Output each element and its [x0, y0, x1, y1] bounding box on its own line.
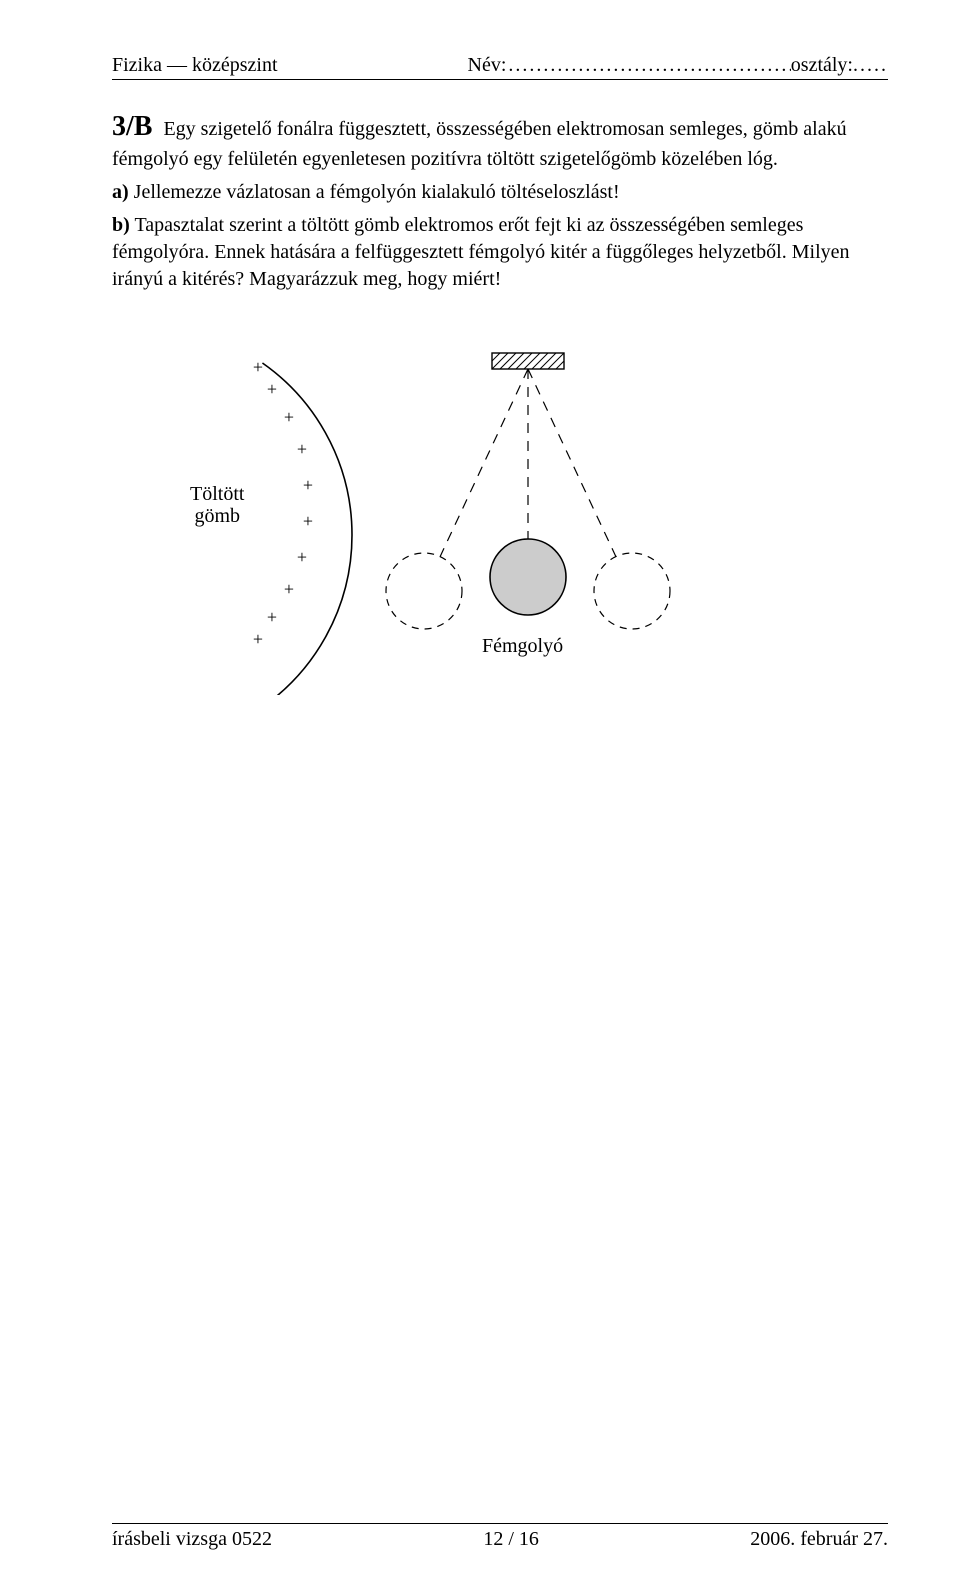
- figure-svg: ++++++++++: [182, 335, 742, 695]
- figure: ++++++++++ Töltöttgömb Fémgolyó: [182, 335, 742, 715]
- svg-text:+: +: [284, 407, 294, 427]
- label-metal-ball: Fémgolyó: [482, 635, 563, 657]
- question-part-a: a) Jellemezze vázlatosan a fémgolyón kia…: [112, 179, 888, 206]
- svg-text:+: +: [267, 379, 277, 399]
- question-intro-line: 3/B Egy szigetelő fonálra függesztett, ö…: [112, 108, 888, 173]
- part-a-label: a): [112, 181, 129, 203]
- footer-row: írásbeli vizsga 0522 12 / 16 2006. febru…: [112, 1528, 888, 1551]
- part-b-text: Tapasztalat szerint a töltött gömb elekt…: [112, 214, 850, 290]
- question-number: 3/B: [112, 111, 152, 142]
- question-intro: Egy szigetelő fonálra függesztett, össze…: [112, 118, 847, 170]
- footer-rule: [112, 1523, 888, 1524]
- header-class-label: osztály:: [791, 54, 853, 77]
- page-footer: írásbeli vizsga 0522 12 / 16 2006. febru…: [112, 1523, 888, 1551]
- svg-text:+: +: [267, 607, 277, 627]
- footer-right: 2006. február 27.: [750, 1528, 888, 1551]
- svg-text:+: +: [284, 579, 294, 599]
- footer-center: 12 / 16: [483, 1528, 539, 1551]
- label-charged-sphere: Töltöttgömb: [190, 483, 244, 527]
- question-block: 3/B Egy szigetelő fonálra függesztett, ö…: [112, 108, 888, 293]
- svg-text:+: +: [297, 439, 307, 459]
- page-header: Fizika — középszint Név: ...............…: [112, 54, 888, 77]
- header-name-dots: ........................................…: [506, 54, 790, 77]
- part-b-label: b): [112, 214, 130, 236]
- header-rule: [112, 79, 888, 80]
- svg-text:+: +: [303, 511, 313, 531]
- header-subject: Fizika — középszint: [112, 54, 278, 77]
- question-part-b: b) Tapasztalat szerint a töltött gömb el…: [112, 212, 888, 293]
- svg-text:+: +: [253, 357, 263, 377]
- part-a-text: Jellemezze vázlatosan a fémgolyón kialak…: [134, 181, 620, 203]
- header-class-dots: .....: [853, 54, 888, 77]
- header-name-label: Név:: [468, 54, 507, 77]
- page: Fizika — középszint Név: ...............…: [0, 0, 960, 1585]
- footer-left: írásbeli vizsga 0522: [112, 1528, 272, 1551]
- svg-text:+: +: [253, 629, 263, 649]
- svg-text:+: +: [303, 475, 313, 495]
- svg-text:+: +: [297, 547, 307, 567]
